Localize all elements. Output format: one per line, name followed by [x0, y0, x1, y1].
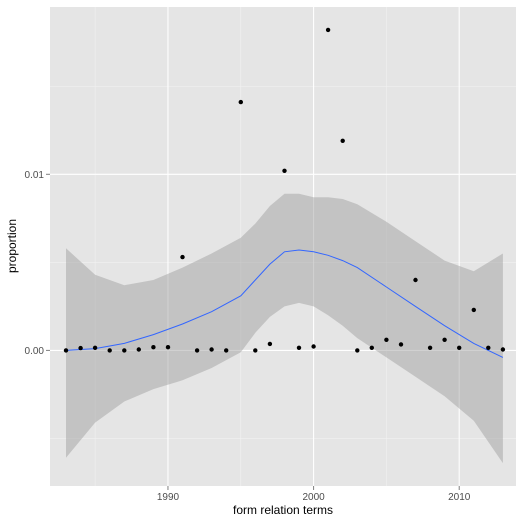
data-point — [122, 348, 127, 353]
data-point — [398, 342, 404, 347]
x-tick-label: 1990 — [157, 492, 180, 503]
data-point — [471, 307, 476, 313]
data-point — [340, 138, 345, 143]
data-point — [413, 277, 418, 283]
data-point — [238, 99, 243, 105]
grid-major — [50, 7, 516, 486]
data-point — [486, 345, 491, 350]
data-point — [442, 337, 447, 342]
data-point — [151, 345, 156, 350]
data-point — [180, 254, 185, 260]
grid-minor — [50, 7, 516, 486]
smooth-line — [65, 249, 504, 358]
confidence-ribbon — [66, 193, 503, 464]
data-point — [500, 347, 506, 352]
data-point — [282, 168, 287, 173]
data-point — [78, 345, 83, 351]
data-point — [384, 337, 389, 342]
data-point — [267, 341, 273, 347]
data-point — [165, 345, 171, 350]
y-tick-label: 0.01 — [25, 170, 45, 181]
data-points — [63, 27, 506, 353]
x-tick-label: 2010 — [448, 492, 471, 503]
data-point — [224, 348, 229, 353]
data-point — [296, 345, 302, 350]
data-point — [253, 348, 258, 353]
data-point — [107, 348, 112, 353]
y-axis-title: proportion — [5, 219, 19, 273]
x-axis-ticks: 1990 2000 2010 — [157, 486, 471, 503]
y-tick-label: 0.00 — [25, 346, 45, 357]
data-point — [355, 348, 360, 353]
data-point — [427, 345, 433, 350]
x-axis-title: form relation terms — [233, 503, 333, 517]
plot-panel — [50, 7, 516, 486]
x-tick-label: 2000 — [302, 492, 325, 503]
data-point — [311, 344, 316, 349]
data-point — [92, 345, 98, 350]
y-axis-ticks: 0.00 0.01 — [25, 170, 50, 357]
data-point — [194, 348, 200, 353]
data-point — [457, 345, 462, 350]
data-point — [136, 347, 141, 352]
data-point — [369, 345, 374, 350]
data-point — [325, 27, 331, 33]
data-point — [63, 348, 69, 353]
data-point — [209, 347, 214, 352]
